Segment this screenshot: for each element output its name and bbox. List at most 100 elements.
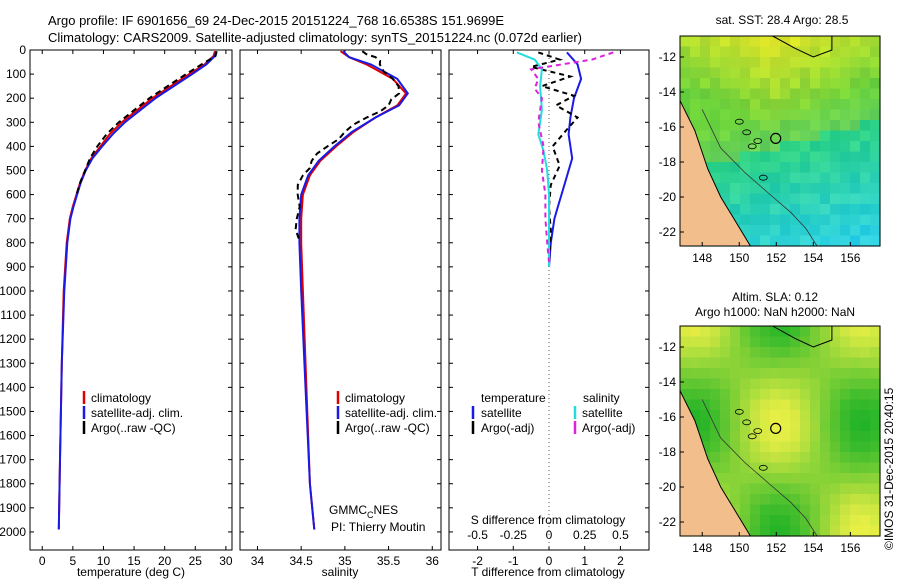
x-tick-label: 35 [338,554,352,568]
map-cell [840,473,851,485]
map-cell [740,357,751,369]
map-cell [870,214,881,226]
map-cell [830,473,841,485]
map-cell [770,452,781,464]
map-cell [790,494,801,506]
map-cell [720,462,731,474]
map-cell [760,141,771,153]
map-cell [810,46,821,58]
map-cell [710,368,721,380]
map-cell [780,399,791,411]
lon-tick-label: 150 [729,541,749,555]
map-cell [850,431,861,443]
map-cell [750,515,761,527]
map-cell [870,357,881,369]
map-cell [790,141,801,153]
map-cell [830,57,841,69]
map-cell [720,410,731,422]
map-cell [850,483,861,495]
map-cell [860,46,871,58]
map-cell [730,420,741,432]
map-cell [820,462,831,474]
map-cell [730,326,741,338]
map-cell [790,399,801,411]
map-cell [720,46,731,58]
lat-tick-label: -14 [659,375,677,389]
map-cell [830,410,841,422]
map-cell [730,88,741,100]
map-cell [770,336,781,348]
map-cell [840,109,851,121]
map-cell [730,162,741,174]
map-cell [710,399,721,411]
map-cell [870,36,881,48]
map-cell [860,130,871,142]
map-cell [760,473,771,485]
map-cell [800,99,811,111]
difference-legend: temperature salinity satellite Argo(-adj… [471,391,635,435]
map-cell [740,141,751,153]
map-cell [760,204,771,216]
map-cell [850,452,861,464]
map-frame [679,35,881,247]
island-outline [772,35,833,58]
map-cell [720,336,731,348]
map-cell [680,389,691,401]
map-cell [740,67,751,79]
legend-satellite-label: satellite-adj. clim. [345,406,437,420]
map-cell [760,46,771,58]
map-cell [810,420,821,432]
map-cell [810,214,821,226]
map-cell [780,99,791,111]
map-cell [860,368,871,380]
map-cell [790,368,801,380]
legend-satellite-label: satellite-adj. clim. [91,406,183,420]
map-cell [810,347,821,359]
map-cell [750,399,761,411]
lat-tick-label: -18 [659,445,677,459]
map-cell [770,389,781,401]
x-tick-label: -1 [508,554,519,568]
map-cell [830,130,841,142]
reef-outline [734,408,744,415]
x-tick-label: 10 [97,554,111,568]
reef-outline [753,428,763,434]
map-cell [700,57,711,69]
map-cell [790,109,801,121]
map-cell [700,389,711,401]
reef-outline [753,138,763,144]
map-cell [680,347,691,359]
map-cell [790,420,801,432]
map-cell [800,483,811,495]
map-cell [750,473,761,485]
sla-map-title-2: Argo h1000: NaN h2000: NaN [695,305,855,319]
map-cell [730,347,741,359]
map-cell [690,88,701,100]
map-cell [840,410,851,422]
map-cell [820,389,831,401]
map-cell [730,204,741,216]
map-cell [770,57,781,69]
map-cell [740,473,751,485]
map-cell [780,141,791,153]
map-cell [730,378,741,390]
map-cell [870,473,881,485]
map-cell [730,193,741,205]
map-cell [790,193,801,205]
map-cell [870,109,881,121]
map-cell [730,67,741,79]
map-cell [810,204,821,216]
map-cell [800,46,811,58]
map-cell [810,109,821,121]
map-cell [700,36,711,48]
map-cell [740,399,751,411]
map-cell [790,389,801,401]
map-cell [770,504,781,516]
reef-outline [758,464,768,471]
map-cell [740,336,751,348]
map-cell [800,336,811,348]
map-cell [790,525,801,537]
lon-tick-label: 154 [803,541,823,555]
map-cell [830,88,841,100]
map-cell [740,99,751,111]
